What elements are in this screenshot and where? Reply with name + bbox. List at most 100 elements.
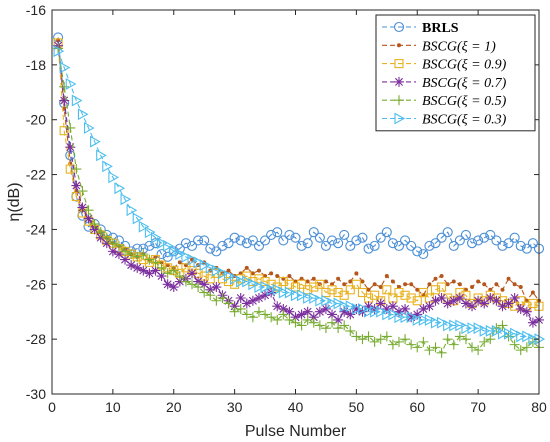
data-point-5	[77, 108, 89, 121]
data-point-4	[509, 339, 520, 350]
data-point-1	[415, 287, 420, 292]
data-point-1	[342, 282, 347, 287]
data-point-3	[436, 293, 447, 303]
data-point-3	[393, 306, 404, 317]
data-point-0	[436, 232, 447, 243]
data-point-4	[144, 254, 155, 265]
data-point-4	[260, 309, 271, 320]
x-tick-label: 40	[288, 399, 304, 415]
data-point-1	[457, 282, 462, 287]
data-point-5	[230, 272, 241, 285]
data-point-5	[412, 314, 424, 326]
data-point-0	[503, 238, 514, 249]
data-point-4	[253, 306, 264, 317]
data-point-3	[515, 303, 526, 314]
data-point-1	[390, 279, 395, 284]
data-point-0	[424, 240, 435, 251]
y-tick-label: -22	[26, 167, 46, 183]
data-point-2	[394, 287, 404, 298]
data-point-3	[333, 314, 344, 325]
data-point-5	[309, 292, 320, 304]
data-point-0	[302, 238, 313, 249]
data-point-3	[107, 246, 118, 257]
data-point-2	[309, 282, 319, 292]
data-point-3	[290, 312, 301, 323]
data-point-2	[284, 279, 294, 289]
data-point-4	[363, 331, 374, 342]
data-point-4	[156, 262, 167, 273]
data-point-0	[205, 243, 216, 254]
data-point-1	[451, 279, 456, 284]
data-point-5	[437, 316, 448, 329]
data-point-3	[473, 295, 484, 306]
data-point-5	[467, 322, 479, 335]
data-point-3	[235, 293, 246, 303]
data-point-4	[296, 320, 307, 331]
y-axis-label: η(dB)	[6, 182, 23, 221]
data-point-5	[303, 292, 314, 304]
data-point-0	[430, 238, 441, 249]
data-point-1	[226, 268, 231, 273]
data-point-3	[138, 265, 149, 276]
data-point-2	[357, 287, 368, 298]
data-point-0	[217, 240, 228, 251]
data-point-1	[494, 282, 499, 287]
data-point-2	[278, 276, 288, 287]
data-point-1	[403, 282, 408, 287]
data-point-2	[254, 274, 264, 284]
data-point-5	[449, 319, 460, 332]
x-tick-label: 60	[409, 399, 425, 415]
data-point-3	[400, 303, 411, 314]
data-point-5	[59, 61, 71, 74]
data-point-3	[205, 284, 216, 295]
data-point-0	[412, 246, 423, 257]
data-point-2	[412, 296, 422, 306]
data-point-5	[297, 289, 308, 302]
legend-item-5: BSCG(ξ = 0.3)	[382, 113, 507, 128]
data-point-5	[272, 283, 284, 296]
data-point-0	[442, 227, 453, 238]
y-tick-label: -28	[26, 331, 46, 347]
data-point-1	[354, 271, 359, 276]
data-point-2	[303, 285, 313, 295]
data-point-3	[162, 279, 173, 290]
data-point-5	[406, 311, 418, 324]
data-point-0	[387, 238, 398, 249]
data-point-2	[181, 263, 191, 273]
data-point-0	[515, 240, 526, 251]
data-point-3	[430, 295, 441, 306]
data-point-0	[521, 243, 532, 254]
data-point-3	[71, 180, 82, 191]
data-point-2	[418, 287, 428, 298]
data-point-4	[89, 218, 100, 229]
data-point-5	[83, 122, 95, 134]
data-point-3	[467, 301, 478, 312]
legend-marker	[394, 95, 404, 106]
data-point-4	[223, 298, 234, 309]
data-point-4	[205, 290, 216, 301]
data-point-1	[476, 279, 481, 284]
data-point-0	[393, 240, 405, 251]
data-point-4	[381, 331, 392, 342]
data-point-4	[71, 164, 82, 175]
data-point-2	[400, 290, 410, 300]
x-tick-label: 80	[531, 399, 547, 415]
data-point-4	[320, 323, 331, 334]
data-point-4	[107, 238, 118, 249]
data-point-2	[370, 290, 380, 300]
data-point-5	[242, 275, 253, 288]
data-point-5	[266, 283, 278, 296]
data-point-3	[83, 213, 94, 224]
data-point-0	[448, 240, 459, 251]
data-point-5	[370, 305, 381, 318]
data-point-0	[211, 246, 222, 257]
data-point-2	[430, 285, 441, 295]
x-tick-label: 10	[105, 399, 121, 415]
data-point-2	[321, 287, 331, 298]
data-point-3	[381, 303, 392, 314]
data-point-3	[156, 271, 167, 282]
legend-item-3: BSCG(ξ = 0.7)	[382, 76, 507, 91]
data-point-5	[357, 303, 369, 315]
data-point-4	[424, 345, 435, 356]
data-point-1	[305, 279, 310, 284]
